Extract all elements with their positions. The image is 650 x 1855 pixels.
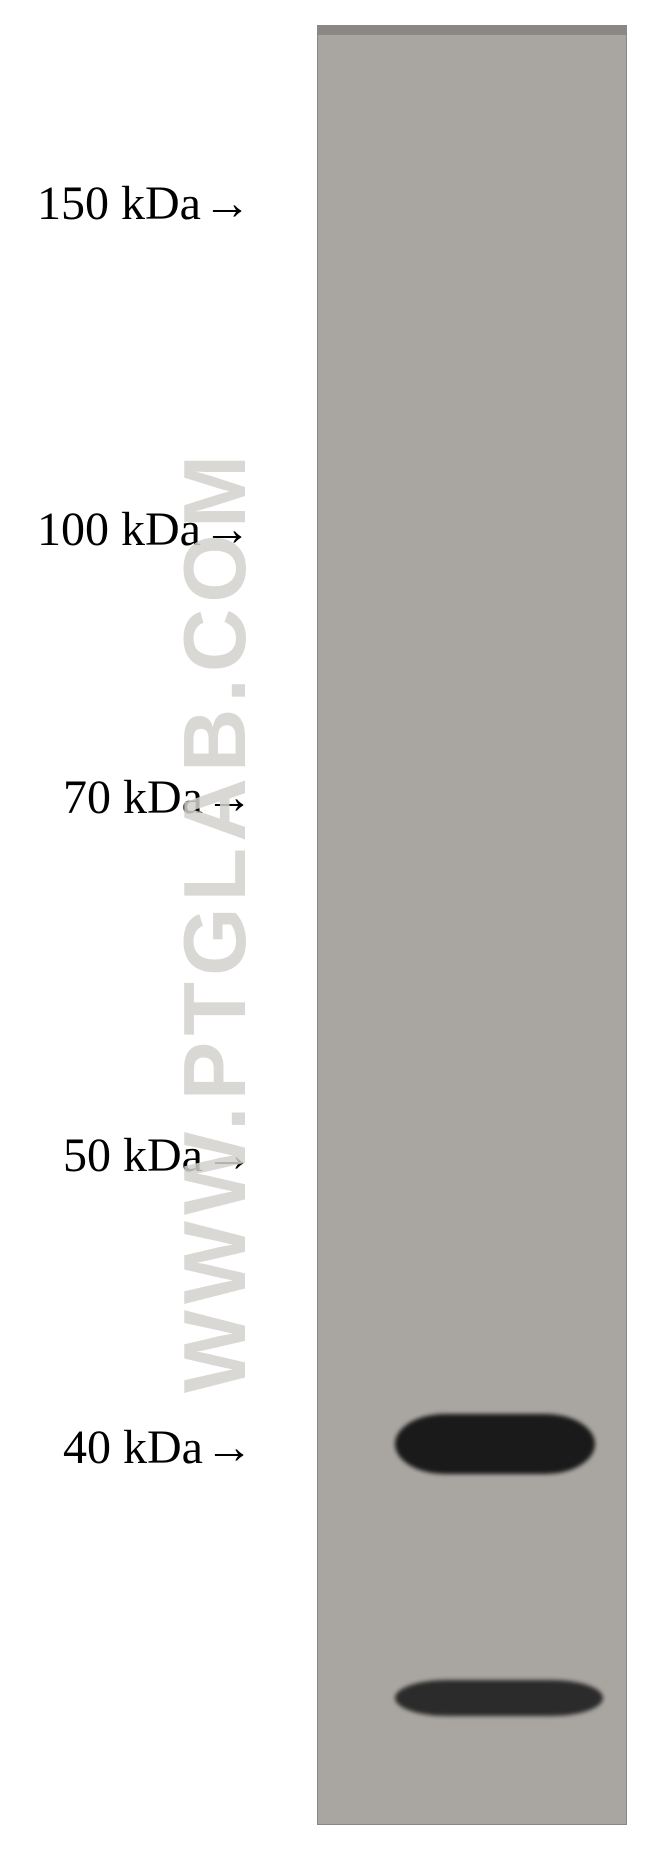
- band-lower: [395, 1680, 603, 1716]
- watermark-text: WWW.PTGLAB.COM: [164, 271, 266, 1571]
- arrow-right-icon: →: [203, 176, 251, 231]
- marker-text: 150 kDa: [37, 176, 201, 231]
- lane-top-edge: [317, 25, 627, 35]
- western-blot-figure: 150 kDa→100 kDa→70 kDa→50 kDa→40 kDa→ WW…: [0, 0, 650, 1855]
- marker-label-150kda: 150 kDa→: [37, 176, 251, 231]
- band-40kda: [395, 1414, 595, 1474]
- blot-lane: [317, 25, 627, 1825]
